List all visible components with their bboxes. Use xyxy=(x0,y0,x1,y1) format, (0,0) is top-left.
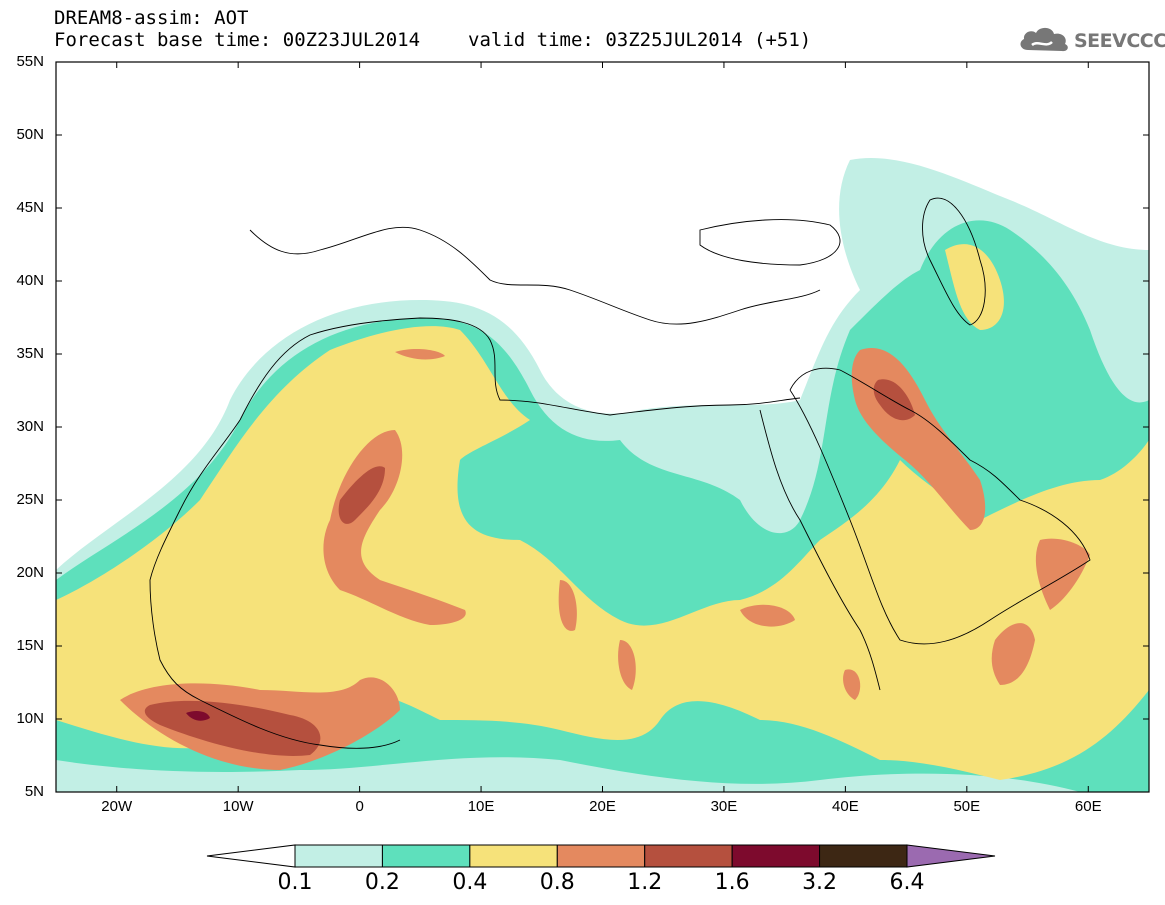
coastline-arabia xyxy=(789,367,1091,645)
aot-contour-0.8-algeria-north xyxy=(395,349,445,360)
aot-contour-0.8-arabia xyxy=(1035,538,1090,610)
aot-contour-1.6 xyxy=(186,710,210,721)
coastlines xyxy=(149,197,1091,749)
aot-contour-0.8-ethiopia xyxy=(740,604,795,627)
lon-label: 20W xyxy=(101,798,133,815)
colorbar-arrow-low xyxy=(206,844,296,868)
colorbar-swatch xyxy=(556,844,646,868)
colorbar-level-label: 6.4 xyxy=(889,870,925,895)
lon-label: 20E xyxy=(589,798,616,815)
colorbar-swatch xyxy=(469,844,558,868)
coastline-west-africa xyxy=(149,419,401,749)
lat-label: 55N xyxy=(16,53,44,70)
colorbar-arrow-high xyxy=(906,844,996,868)
aot-contour-0.4 xyxy=(56,326,1149,780)
aot-contour-0.4-caspian xyxy=(945,244,1004,330)
coastline-europe-south xyxy=(249,226,821,325)
figure-title: DREAM8-assim: AOT xyxy=(54,7,249,29)
colorbar-level-label: 0.4 xyxy=(452,870,488,895)
aot-contour-0.8-yemen xyxy=(991,623,1035,685)
axis-ticks xyxy=(56,61,1149,793)
aot-field xyxy=(56,158,1149,792)
aot-contour-0.8-horn xyxy=(843,669,861,700)
lon-label: 30E xyxy=(710,798,738,815)
lon-label: 10W xyxy=(222,798,254,815)
colorbar-level-label: 1.2 xyxy=(627,870,663,895)
aot-contour-1.2-iraq xyxy=(873,379,915,421)
lat-label: 30N xyxy=(16,418,44,435)
cloud-icon xyxy=(1020,27,1068,52)
base-time: Forecast base time: 00Z23JUL2014 xyxy=(54,29,421,51)
aot-contour-1.2-central xyxy=(338,466,385,524)
lat-label: 45N xyxy=(16,199,44,216)
lon-label: 0 xyxy=(355,798,364,815)
colorbar-level-label: 0.2 xyxy=(364,870,400,895)
lon-label: 50E xyxy=(953,798,981,815)
colorbar-level-label: 0.8 xyxy=(539,870,575,895)
lon-label: 10E xyxy=(467,798,495,815)
coastline-caspian xyxy=(922,197,986,326)
lat-label: 5N xyxy=(24,783,44,800)
colorbar-level-label: 3.2 xyxy=(802,870,838,895)
lon-label: 40E xyxy=(832,798,859,815)
colorbar-swatch xyxy=(294,844,383,868)
logo-text: SEEVCCC xyxy=(1074,30,1165,52)
colorbar-swatch xyxy=(731,844,821,868)
colorbar-swatch xyxy=(644,844,733,868)
colorbar-swatch xyxy=(381,844,471,868)
coastline-black-sea xyxy=(699,219,841,266)
lat-label: 25N xyxy=(16,491,44,508)
lat-label: 15N xyxy=(16,637,44,654)
lat-label: 50N xyxy=(16,126,44,143)
coastline-red-sea xyxy=(759,409,881,691)
colorbar-swatch xyxy=(819,844,908,868)
colorbar xyxy=(206,844,996,868)
aot-contour-0.8-chad xyxy=(618,640,636,690)
aot-contour-0.8-sudan xyxy=(558,580,577,631)
colorbar-level-label: 0.1 xyxy=(277,870,313,895)
lat-label: 35N xyxy=(16,345,44,362)
coastline-north-africa xyxy=(239,317,801,421)
lat-label: 20N xyxy=(16,564,44,581)
valid-time: valid time: 03Z25JUL2014 (+51) xyxy=(468,29,812,51)
lat-label: 40N xyxy=(16,272,44,289)
colorbar-level-label: 1.6 xyxy=(714,870,750,895)
lat-label: 10N xyxy=(16,710,44,727)
lon-label: 60E xyxy=(1074,798,1102,815)
seevccc-logo: SEEVCCC xyxy=(1018,24,1165,54)
figure-subtitle: Forecast base time: 00Z23JUL2014 valid ti… xyxy=(54,30,811,50)
